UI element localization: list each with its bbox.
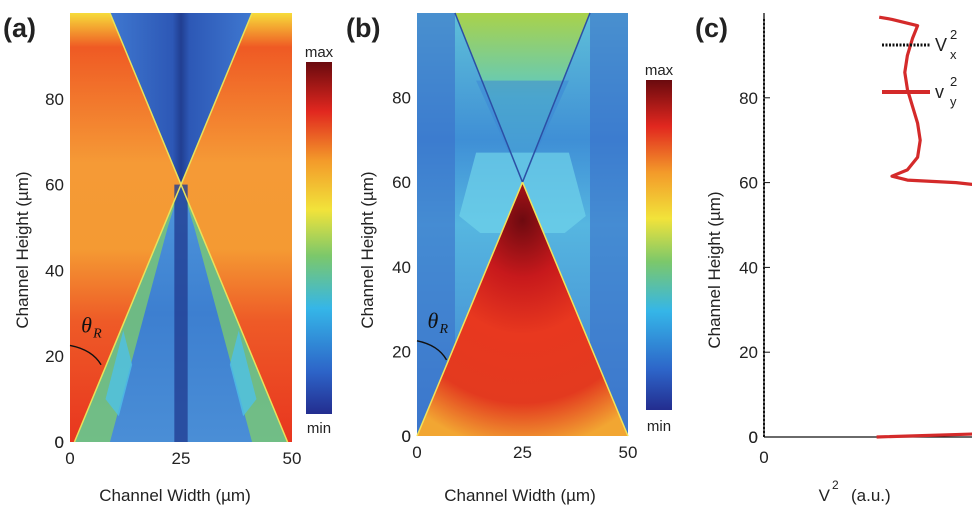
legend-label-1: v <box>935 82 944 102</box>
colorbar-a-min-label: min <box>307 420 331 437</box>
y-tick-label-c: 40 <box>739 258 758 277</box>
heatmap-b-edge-2 <box>521 12 591 183</box>
y-axis-title-c: Channel Height (µm) <box>705 191 724 348</box>
x-axis-title-b: Channel Width (µm) <box>444 486 596 505</box>
y-axis-title-a: Channel Height (µm) <box>13 171 32 328</box>
panel-b-letter: (b) <box>346 13 380 43</box>
legend-label-0: V <box>935 35 947 55</box>
series-line-vy2 <box>876 15 972 439</box>
x-axis-title-c: V 2 (a.u.) <box>819 478 891 505</box>
legend-sup-1: 2 <box>950 74 957 89</box>
theta-label-b: θ <box>428 308 439 333</box>
x-axis-title-c-unit: (a.u.) <box>851 486 891 505</box>
panel-a-letter: (a) <box>3 13 36 43</box>
y-tick-label-a: 80 <box>45 90 64 109</box>
y-tick-label-a: 60 <box>45 176 64 195</box>
heatmap-b-edge-4 <box>521 181 629 437</box>
y-tick-label-b: 20 <box>392 342 411 361</box>
y-tick-label-b: 60 <box>392 173 411 192</box>
heatmap-b-lower-triangle <box>417 182 628 436</box>
theta-arc-b <box>416 340 448 361</box>
heatmap-a-diagonal-2 <box>73 12 253 443</box>
heatmap-a-upper-wedge <box>109 13 253 185</box>
heatmap-b <box>416 12 629 437</box>
colorbar-b-bar <box>646 80 672 410</box>
y-tick-label-b: 0 <box>402 427 411 446</box>
heatmap-a-center-band <box>174 184 188 442</box>
y-tick-label-c: 80 <box>739 89 758 108</box>
y-tick-label-b: 40 <box>392 258 411 277</box>
colorbar-a-max-label: max <box>305 44 334 61</box>
theta-arc-a <box>69 344 102 366</box>
y-tick-label-b: 80 <box>392 89 411 108</box>
y-tick-label-c: 0 <box>749 428 758 447</box>
heatmap-b-edge-3 <box>416 181 524 437</box>
y-tick-label-a: 0 <box>55 433 64 452</box>
x-axis-title-a: Channel Width (µm) <box>99 486 251 505</box>
plot-area-c <box>763 15 972 439</box>
x-axis-title-c-base: V <box>819 486 831 505</box>
heatmap-a-lobe-left <box>105 330 133 417</box>
y-tick-label-c: 20 <box>739 343 758 362</box>
y-axis-title-b: Channel Height (µm) <box>358 171 377 328</box>
x-tick-label-b: 50 <box>619 443 638 462</box>
y-tick-label-c: 60 <box>739 174 758 193</box>
x-tick-label-b: 25 <box>513 443 532 462</box>
theta-subscript-b: R <box>439 322 449 337</box>
legend-sub-0: x <box>950 47 957 62</box>
x-tick-label-b: 0 <box>412 443 421 462</box>
heatmap-a-diagonal-1 <box>109 12 289 443</box>
colorbar-a: max min <box>305 44 334 437</box>
y-tick-label-c: 0 <box>749 428 758 447</box>
theta-label-a: θ <box>81 313 92 338</box>
heatmap-b-cone-core <box>476 80 569 183</box>
x-axis-title-c-sup: 2 <box>832 478 839 492</box>
x-tick-label-c: 0 <box>759 448 768 467</box>
colorbar-b-min-label: min <box>647 418 671 435</box>
y-tick-label-a: 20 <box>45 347 64 366</box>
x-tick-label-a: 25 <box>172 449 191 468</box>
colorbar-b-max-label: max <box>645 62 674 79</box>
colorbar-b: max min <box>645 62 674 435</box>
panel-c-letter: (c) <box>695 13 728 43</box>
theta-subscript-a: R <box>92 327 102 342</box>
y-tick-label-b: 0 <box>402 427 411 446</box>
heatmap-a <box>70 12 292 443</box>
y-tick-label-a: 0 <box>55 433 64 452</box>
x-tick-label-a: 50 <box>283 449 302 468</box>
x-tick-label-a: 0 <box>65 449 74 468</box>
heatmap-a-lobe-right <box>229 330 257 417</box>
heatmap-b-edge-1 <box>454 12 524 183</box>
colorbar-a-bar <box>306 62 332 414</box>
y-tick-label-a: 40 <box>45 261 64 280</box>
legend-sup-0: 2 <box>950 27 957 42</box>
legend-sub-1: y <box>950 94 957 109</box>
